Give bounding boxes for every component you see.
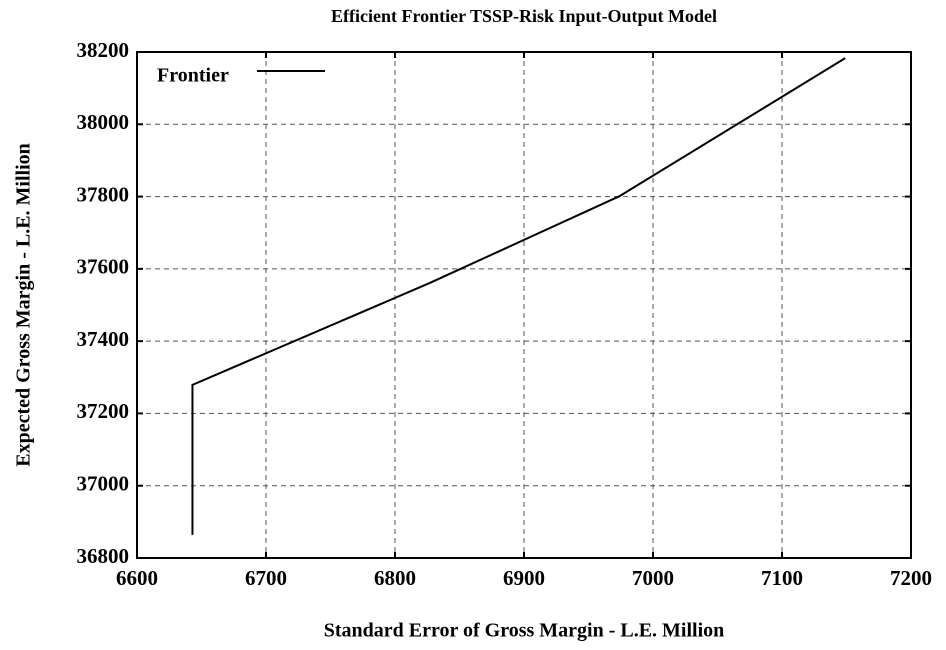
x-tick-label: 7200 xyxy=(890,566,932,590)
y-tick-label: 37200 xyxy=(77,399,130,423)
y-axis-label: Expected Gross Margin - L.E. Million xyxy=(13,143,35,467)
legend-label: Frontier xyxy=(157,65,229,87)
y-tick-label: 38000 xyxy=(77,110,130,134)
y-tick-label: 38200 xyxy=(77,38,130,62)
chart-title: Efficient Frontier TSSP-Risk Input-Outpu… xyxy=(331,6,717,26)
line-series xyxy=(191,57,846,535)
y-tick-label: 36800 xyxy=(77,544,130,568)
x-tick-label: 6700 xyxy=(245,566,287,590)
plot-frame xyxy=(136,51,912,559)
x-tick-label: 7100 xyxy=(761,566,803,590)
y-tick-label: 37800 xyxy=(77,182,130,206)
x-tick-label: 6600 xyxy=(116,566,158,590)
y-tick-label: 37600 xyxy=(77,255,130,279)
x-tick-label: 7000 xyxy=(632,566,674,590)
x-tick-label: 6900 xyxy=(503,566,545,590)
x-tick-label: 6800 xyxy=(374,566,416,590)
x-axis-label: Standard Error of Gross Margin - L.E. Mi… xyxy=(324,620,725,642)
y-tick-label: 37400 xyxy=(77,327,130,351)
y-tick-label: 37000 xyxy=(77,472,130,496)
